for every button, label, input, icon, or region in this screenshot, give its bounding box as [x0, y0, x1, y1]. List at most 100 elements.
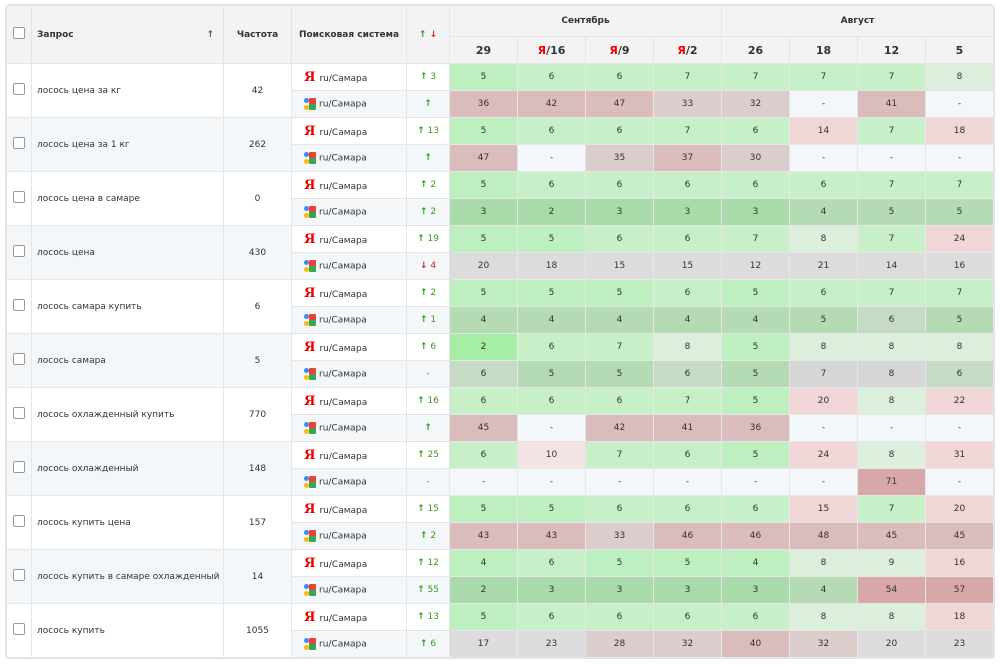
position-cell: 7: [925, 171, 994, 199]
position-cell: 2: [517, 198, 586, 226]
query-text[interactable]: лосось купить в самаре охлажденный: [31, 549, 224, 604]
position-cell: 3: [585, 198, 654, 226]
delta-value: 2: [427, 180, 437, 190]
position-delta: ↑ 3: [406, 63, 450, 91]
position-cell: 6: [653, 441, 722, 469]
position-cell: 8: [857, 603, 926, 631]
position-cell: 8: [789, 225, 858, 253]
position-delta: ↑ 12: [406, 549, 450, 577]
date-column-header[interactable]: 5: [925, 36, 994, 64]
position-cell: 7: [653, 63, 722, 91]
region-label: ru/Самара: [319, 289, 368, 300]
query-text[interactable]: лосось охлажденный купить: [31, 387, 224, 442]
position-cell: 8: [857, 333, 926, 361]
arrow-up-icon: ↑: [419, 639, 428, 649]
row-checkbox[interactable]: [13, 83, 25, 95]
delta-value: 6: [427, 342, 437, 352]
position-cell: 32: [653, 630, 722, 658]
position-cell: 4: [449, 549, 518, 577]
region-label: ru/Самара: [319, 315, 367, 326]
yandex-update-marker: Я: [609, 43, 618, 57]
arrow-up-icon: ↑: [417, 612, 425, 622]
position-cell: 6: [789, 279, 858, 307]
position-cell: 7: [585, 333, 654, 361]
date-label: 12: [883, 43, 900, 57]
position-cell: -: [789, 144, 858, 172]
position-cell: 20: [857, 630, 926, 658]
row-checkbox[interactable]: [13, 515, 25, 527]
sort-arrow-up-icon[interactable]: ↑: [206, 29, 214, 40]
position-cell: 33: [585, 522, 654, 550]
select-all-checkbox[interactable]: [13, 27, 25, 39]
query-text[interactable]: лосось самара купить: [31, 279, 224, 334]
date-label: 26: [747, 43, 764, 57]
row-checkbox[interactable]: [13, 137, 25, 149]
column-query[interactable]: Запрос ↑: [31, 5, 224, 64]
position-cell: 7: [857, 171, 926, 199]
row-checkbox[interactable]: [13, 299, 25, 311]
query-text[interactable]: лосось цена в самаре: [31, 171, 224, 226]
position-cell: 43: [517, 522, 586, 550]
position-cell: 8: [653, 333, 722, 361]
position-cell: 5: [925, 198, 994, 226]
position-cell: 32: [789, 630, 858, 658]
position-cell: 5: [585, 279, 654, 307]
delta-value: 19: [424, 234, 439, 244]
position-cell: 7: [653, 117, 722, 145]
date-column-header[interactable]: Я/16: [517, 36, 586, 64]
position-cell: 8: [857, 387, 926, 415]
column-delta[interactable]: ↑ ↓: [406, 5, 450, 64]
query-row-google: ru/Самара ↓ 4 20 18 15 15 12 21 14 16: [7, 252, 994, 280]
position-delta: -: [406, 360, 450, 388]
row-select-cell: [6, 495, 32, 550]
date-column-header[interactable]: 18: [789, 36, 858, 64]
region-label: ru/Самара: [319, 559, 368, 570]
position-cell: -: [449, 468, 518, 496]
query-text[interactable]: лосось самара: [31, 333, 224, 388]
position-cell: 6: [585, 63, 654, 91]
region-label: ru/Самара: [319, 585, 367, 596]
region-label: ru/Самара: [319, 261, 367, 272]
row-checkbox[interactable]: [13, 353, 25, 365]
position-cell: 7: [585, 441, 654, 469]
row-checkbox[interactable]: [13, 407, 25, 419]
position-cell: 71: [857, 468, 926, 496]
google-logo-icon: [304, 638, 316, 650]
row-checkbox[interactable]: [13, 461, 25, 473]
position-cell: 7: [789, 63, 858, 91]
column-frequency[interactable]: Частота: [223, 5, 292, 64]
position-cell: 4: [449, 306, 518, 334]
query-row-google: ru/Самара -6 5 5 6 5 7 8 6: [7, 360, 994, 388]
position-cell: 4: [653, 306, 722, 334]
row-checkbox[interactable]: [13, 191, 25, 203]
position-cell: 4: [789, 576, 858, 604]
position-cell: 46: [721, 522, 790, 550]
date-column-header[interactable]: 12: [857, 36, 926, 64]
date-column-header[interactable]: Я/9: [585, 36, 654, 64]
position-cell: 2: [449, 576, 518, 604]
date-label: /9: [617, 43, 630, 57]
query-text[interactable]: лосось охлажденный: [31, 441, 224, 496]
region-label: ru/Самара: [319, 181, 368, 192]
yandex-logo-icon: Я: [304, 339, 316, 355]
date-column-header[interactable]: 29: [449, 36, 518, 64]
row-checkbox[interactable]: [13, 569, 25, 581]
date-column-header[interactable]: Я/2: [653, 36, 722, 64]
query-text[interactable]: лосось цена за 1 кг: [31, 117, 224, 172]
position-cell: 48: [789, 522, 858, 550]
query-text[interactable]: лосось цена: [31, 225, 224, 280]
row-checkbox[interactable]: [13, 623, 25, 635]
row-checkbox[interactable]: [13, 245, 25, 257]
position-cell: 4: [721, 306, 790, 334]
query-text[interactable]: лосось купить цена: [31, 495, 224, 550]
yandex-update-marker: Я: [537, 43, 547, 57]
arrow-up-icon: ↑: [419, 180, 428, 190]
query-text[interactable]: лосось цена за кг: [31, 63, 224, 118]
query-row-google: ru/Самара ↑ 6 17 23 28 32 40 32 20 23: [7, 630, 994, 658]
query-text[interactable]: лосось купить: [31, 603, 224, 658]
select-all-cell: [6, 5, 32, 64]
arrow-up-icon: ↑: [424, 153, 432, 163]
date-column-header[interactable]: 26: [721, 36, 790, 64]
